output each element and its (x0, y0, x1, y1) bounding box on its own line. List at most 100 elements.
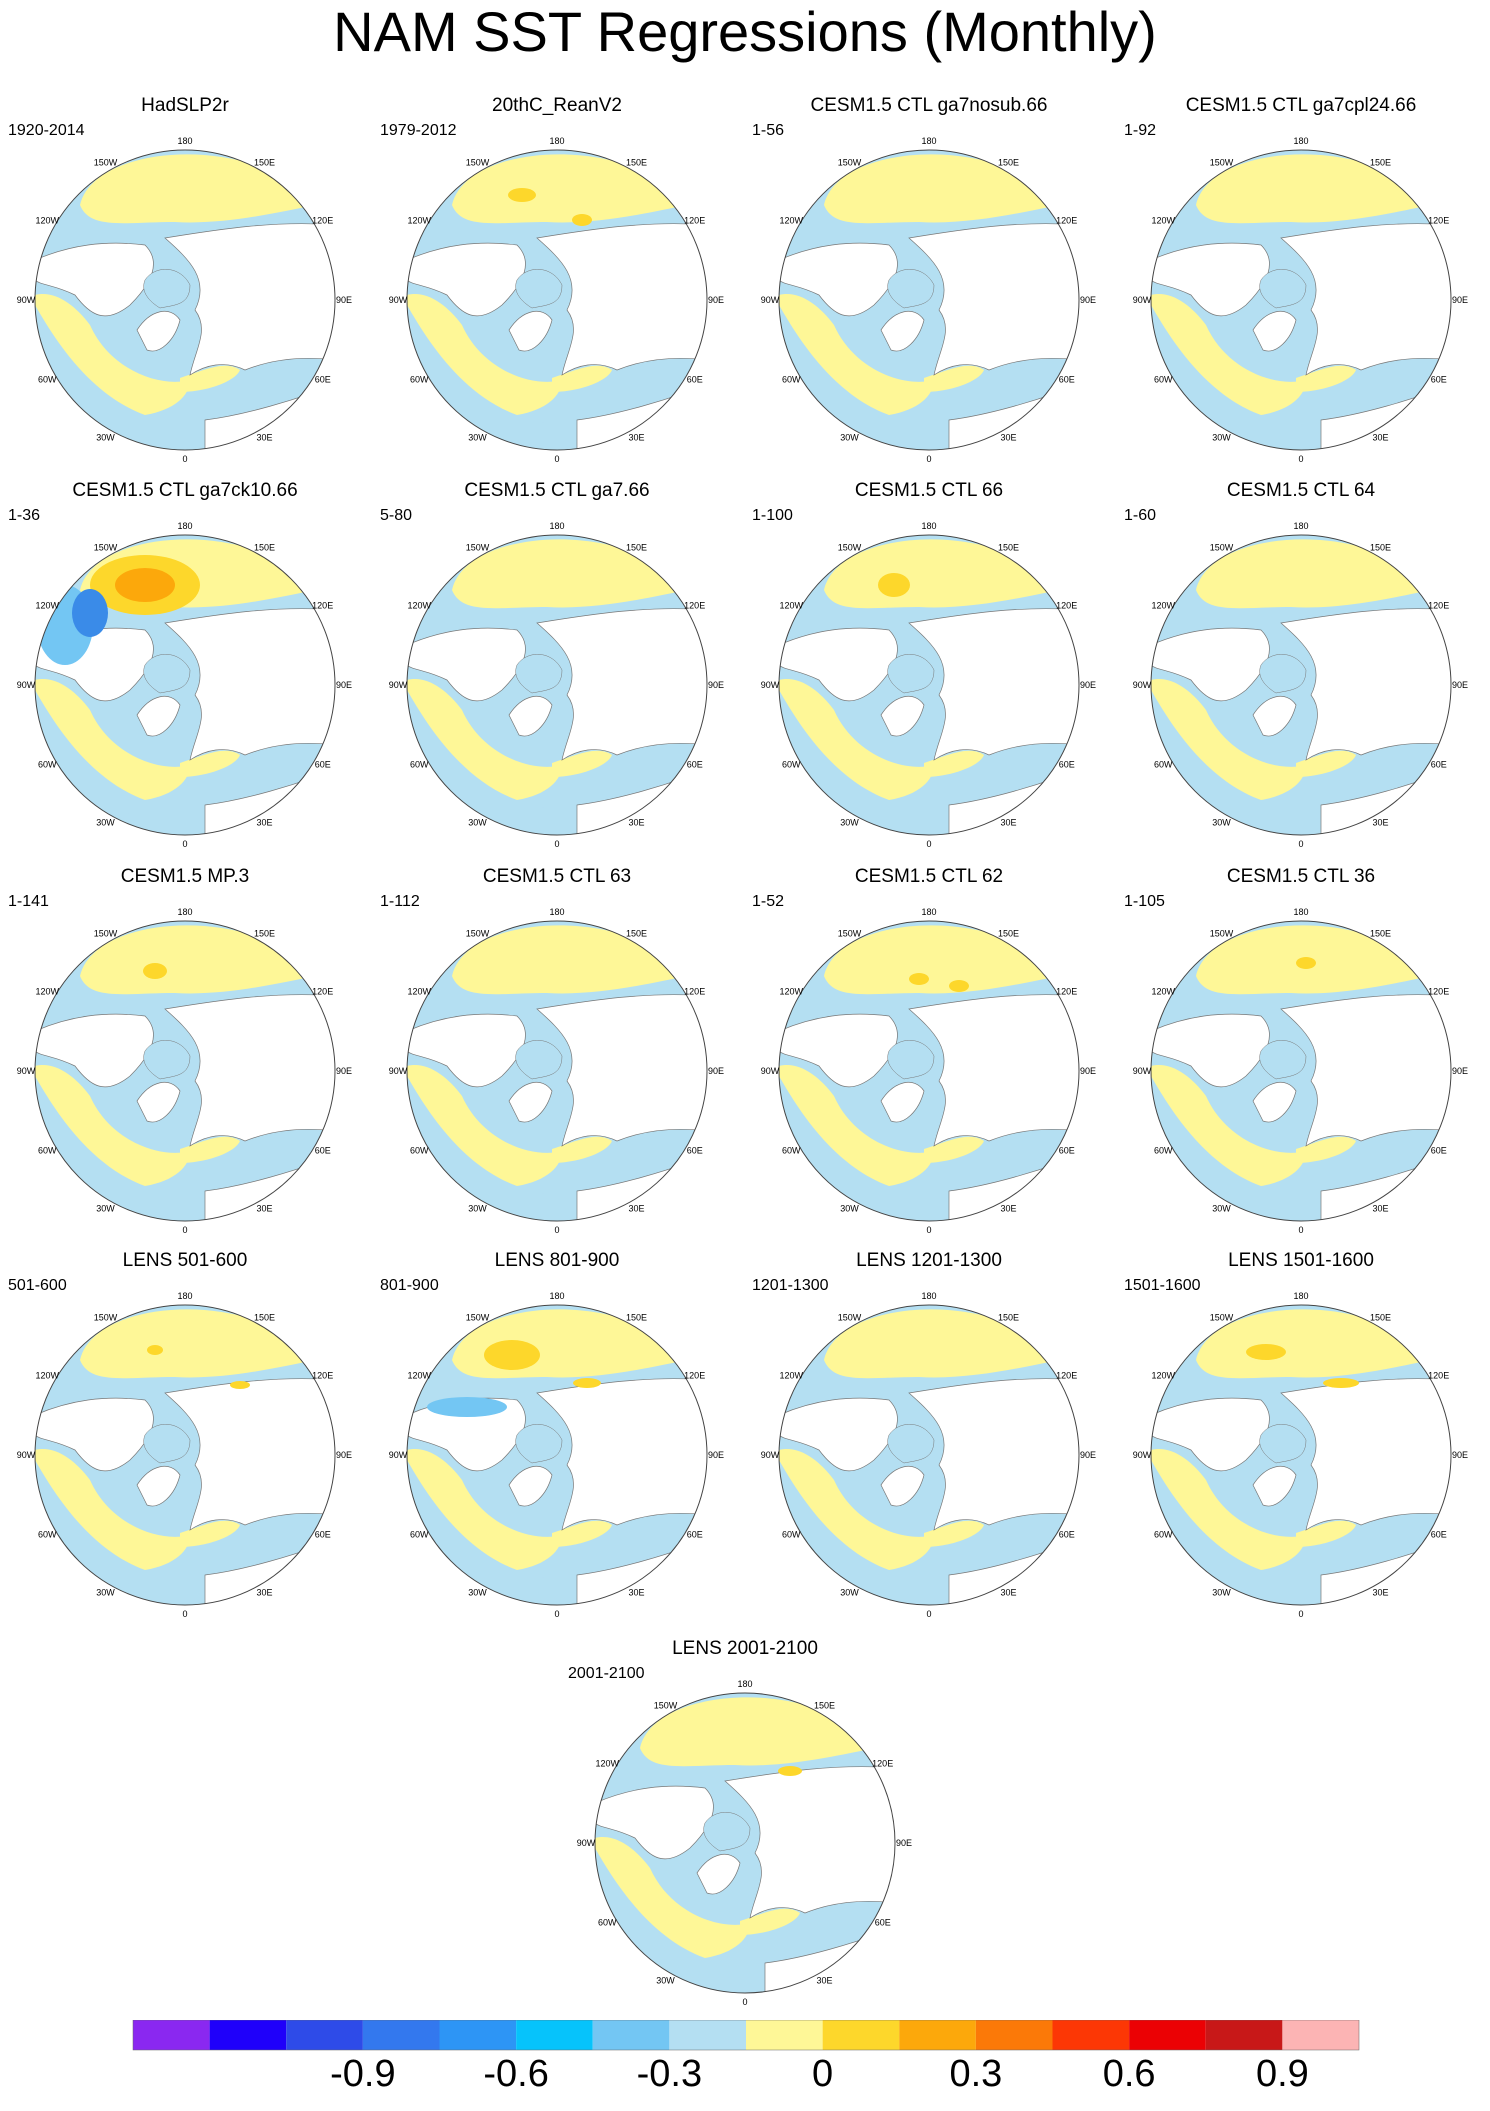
longitude-label: 30W (96, 1204, 115, 1214)
north-america-land (1151, 1397, 1270, 1472)
north-america-land (35, 1013, 154, 1088)
longitude-label: 180 (549, 907, 564, 917)
longitude-label: 60E (1431, 760, 1447, 770)
longitude-label: 60E (315, 375, 331, 385)
longitude-label: 180 (177, 1291, 192, 1301)
greenland-land (1252, 310, 1297, 352)
longitude-label: 120W (408, 216, 432, 226)
polar-map: 180 150E 120E 90E 60E 30E 0 30W 60W 90W 120W 150W (389, 907, 724, 1235)
polar-map: 180 150E 120E 90E 60E 30E 0 30W 60W 90W 120W 150W (1133, 521, 1468, 849)
north-america-land (1151, 1013, 1270, 1088)
longitude-label: 30E (1000, 1588, 1016, 1598)
colorbar-swatch (899, 2020, 976, 2050)
longitude-label: 120W (36, 987, 60, 997)
polar-map: 180 150E 120E 90E 60E 30E 0 30W 60W 90W 120W 150W (17, 907, 352, 1235)
longitude-label: 120E (1428, 216, 1449, 226)
polar-map: 180 150E 120E 90E 60E 30E 0 30W 60W 90W 120W 150W (761, 1291, 1096, 1619)
longitude-label: 60W (410, 1530, 429, 1540)
pacific-positive-anomaly (824, 154, 1059, 224)
map-panel: CESM1.5 CTL ga7cpl24.66 180 150E 120E 90E 60E… (1116, 95, 1486, 480)
panel-title: CESM1.5 CTL 36 (1226, 866, 1376, 887)
longitude-label: 60E (1059, 1530, 1075, 1540)
longitude-label: 90W (761, 1066, 780, 1076)
eurasia-land (1280, 608, 1451, 761)
longitude-label: 120E (1056, 601, 1077, 611)
longitude-label: 30W (468, 1204, 487, 1214)
eurasia-land (1280, 1378, 1451, 1531)
panel-period: 1-100 (752, 507, 793, 524)
anomaly-patch (147, 1345, 163, 1355)
arctic-ocean (143, 1424, 191, 1464)
longitude-label: 60E (1059, 375, 1075, 385)
longitude-label: 0 (182, 454, 187, 464)
colorbar (132, 2020, 1360, 2051)
longitude-label: 150E (814, 1700, 835, 1710)
map-panel: CESM1.5 CTL 66 180 150E 120E 90E 60E 30E 0 30W 60… (744, 480, 1114, 865)
anomaly-patch (115, 568, 175, 602)
longitude-label: 90W (389, 680, 408, 690)
greenland-land (508, 1465, 553, 1507)
north-america-land (407, 242, 526, 317)
longitude-label: 60E (1431, 375, 1447, 385)
longitude-label: 60E (1431, 1146, 1447, 1156)
longitude-label: 180 (1293, 136, 1308, 146)
mediterranean-anomaly (180, 750, 240, 777)
pacific-positive-anomaly (452, 925, 687, 995)
longitude-label: 120E (684, 601, 705, 611)
pacific-positive-anomaly (640, 1697, 875, 1767)
arctic-ocean (143, 1040, 191, 1080)
longitude-label: 120E (1428, 1371, 1449, 1381)
north-america-land (779, 1013, 898, 1088)
mediterranean-anomaly (924, 365, 984, 392)
longitude-label: 150E (1370, 928, 1391, 938)
panel-title: CESM1.5 CTL ga7ck10.66 (72, 480, 298, 501)
panel-title: CESM1.5 CTL ga7cpl24.66 (1185, 95, 1417, 116)
longitude-label: 30W (468, 433, 487, 443)
longitude-label: 30W (1212, 433, 1231, 443)
anomaly-patch (484, 1340, 540, 1370)
longitude-label: 180 (177, 521, 192, 531)
longitude-label: 90W (389, 1066, 408, 1076)
atlantic-positive-anomaly (407, 679, 562, 800)
longitude-label: 30W (840, 433, 859, 443)
longitude-label: 120E (1428, 601, 1449, 611)
map-panel: CESM1.5 CTL ga7ck10.66 180 150E 120E 90E 60E 3… (0, 480, 370, 865)
longitude-label: 120E (312, 601, 333, 611)
colorbar-tick-label: 0.3 (949, 2053, 1003, 2095)
longitude-label: 150E (254, 1312, 275, 1322)
colorbar-swatch (133, 2020, 210, 2050)
panel-period: 1201-1300 (752, 1277, 829, 1294)
panel-title: CESM1.5 CTL ga7nosub.66 (810, 95, 1048, 116)
longitude-label: 150E (1370, 542, 1391, 552)
map-boundary (406, 920, 708, 1222)
colorbar-swatch (362, 2020, 440, 2050)
mediterranean-anomaly (924, 1520, 984, 1547)
north-america-land (35, 1397, 154, 1472)
longitude-label: 120E (1056, 987, 1077, 997)
eurasia-land (164, 223, 335, 376)
longitude-label: 30W (840, 1204, 859, 1214)
north-america-land (1151, 627, 1270, 702)
arctic-ocean (143, 654, 191, 694)
eurasia-land (724, 1766, 895, 1919)
longitude-label: 150W (94, 1312, 118, 1322)
polar-map: 180 150E 120E 90E 60E 30E 0 30W 60W 90W 120W 150W (577, 1679, 912, 2007)
longitude-label: 150W (1210, 1312, 1234, 1322)
longitude-label: 150W (1210, 542, 1234, 552)
longitude-label: 150E (998, 1312, 1019, 1322)
atlantic-positive-anomaly (779, 1065, 934, 1186)
greenland-land (880, 1081, 925, 1123)
north-america-land (407, 1013, 526, 1088)
longitude-label: 120E (872, 1759, 893, 1769)
longitude-label: 60E (315, 1530, 331, 1540)
mediterranean-anomaly (924, 750, 984, 777)
longitude-label: 180 (921, 136, 936, 146)
pacific-positive-anomaly (824, 1309, 1059, 1379)
greenland-land (880, 1465, 925, 1507)
colorbar-swatch (592, 2020, 670, 2050)
map-boundary (778, 534, 1080, 836)
longitude-label: 150W (654, 1700, 678, 1710)
longitude-label: 90E (1452, 680, 1468, 690)
panel-title: CESM1.5 CTL 64 (1226, 480, 1376, 501)
greenland-land (880, 310, 925, 352)
